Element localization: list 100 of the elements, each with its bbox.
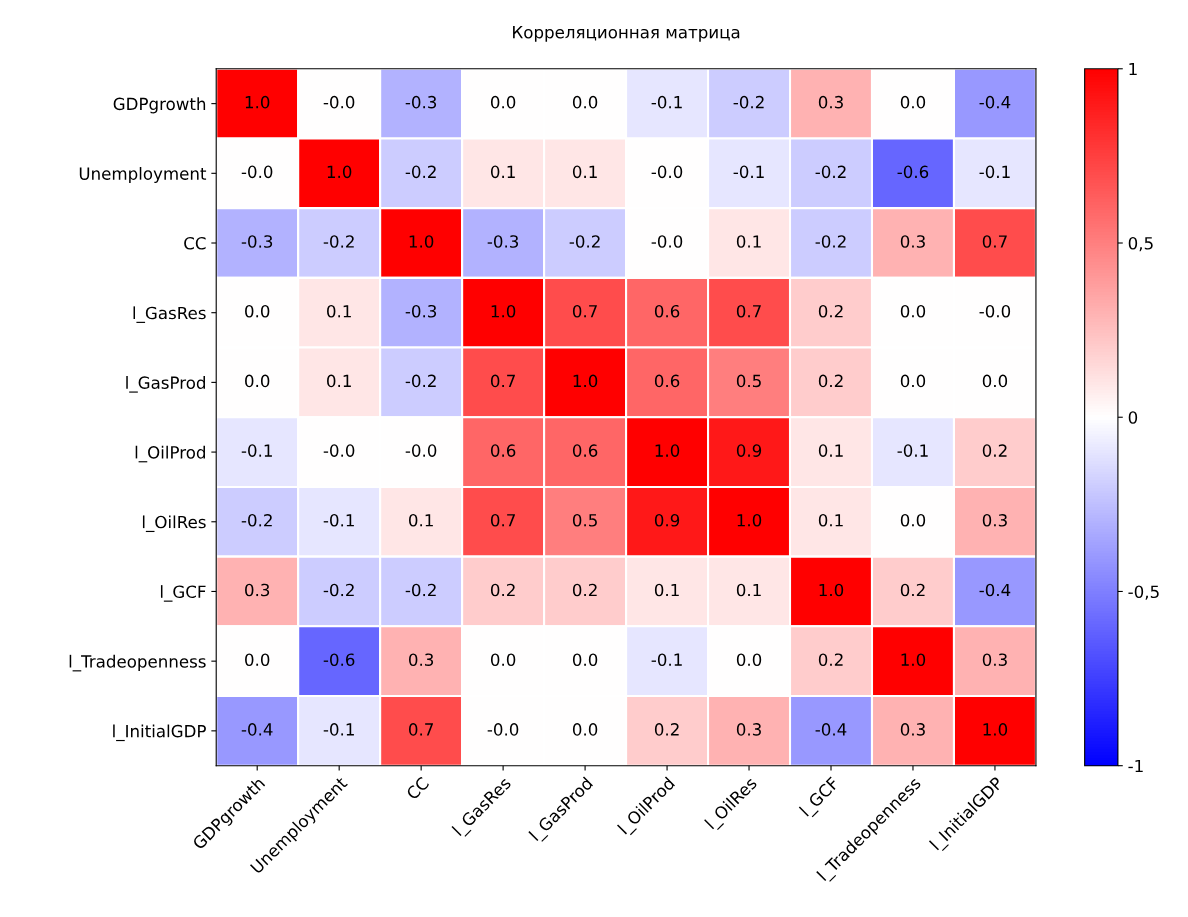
x-tick-label: CC — [405, 776, 430, 801]
data-label: -0.2 — [733, 95, 764, 109]
data-label: -0.0 — [651, 235, 683, 248]
data-label: 0.2 — [982, 444, 1007, 457]
data-label: 0.7 — [408, 723, 433, 736]
data-label: 0.2 — [654, 723, 679, 736]
data-label: 0.0 — [900, 374, 926, 388]
data-label: -0.6 — [897, 165, 929, 179]
data-label: 0.0 — [900, 95, 926, 109]
data-label: 1.0 — [409, 235, 434, 248]
data-label: 1.0 — [573, 374, 598, 388]
data-label: 0.2 — [818, 304, 843, 318]
data-label: -0.1 — [323, 514, 354, 527]
y-tick-label: l_GasRes — [133, 306, 206, 323]
data-label: 0.0 — [736, 653, 762, 666]
data-label: 0.7 — [982, 235, 1007, 248]
y-tick-label: Unemployment — [79, 166, 207, 184]
data-label: 0.1 — [327, 374, 351, 388]
data-label: -0.4 — [979, 583, 1011, 597]
data-label: 0.0 — [900, 304, 926, 318]
data-label: 0.0 — [572, 653, 598, 666]
data-label: -0.2 — [323, 583, 354, 597]
data-label: -0.2 — [405, 165, 436, 179]
data-label: 0.1 — [327, 304, 351, 318]
data-label: 0.3 — [900, 723, 925, 736]
y-tick-label: GDPgrowth — [113, 97, 206, 114]
data-label: 0.3 — [818, 95, 843, 109]
data-label: 0.5 — [572, 514, 597, 527]
data-label: 0.6 — [490, 444, 516, 457]
data-label: 1.0 — [327, 165, 352, 179]
data-label: 0.1 — [736, 583, 761, 597]
data-label: -0.3 — [405, 304, 437, 318]
data-label: -0.6 — [323, 653, 355, 666]
data-label: -0.0 — [487, 723, 519, 736]
data-label: -0.1 — [897, 444, 928, 457]
data-label: 0.3 — [982, 514, 1007, 527]
data-label: -0.1 — [323, 723, 354, 736]
data-label: 0.6 — [654, 374, 680, 388]
data-label: 0.3 — [900, 235, 925, 248]
data-label: 0.0 — [572, 95, 598, 109]
data-label: 1.0 — [901, 653, 926, 666]
data-label: 0.1 — [572, 165, 597, 179]
data-label: -0.2 — [323, 235, 354, 248]
data-label: -0.0 — [405, 444, 437, 457]
data-label: 0.0 — [572, 723, 598, 736]
data-label: -0.0 — [323, 95, 355, 109]
data-label: -0.0 — [241, 165, 273, 179]
y-tick-label: l_OilProd — [135, 445, 205, 463]
data-label: 0.1 — [818, 514, 843, 527]
data-label: -0.4 — [241, 723, 273, 736]
data-label: 0.6 — [572, 444, 598, 457]
y-tick-label: l_InitialGDP — [113, 724, 206, 742]
data-label: 0.3 — [736, 723, 761, 736]
data-label: -0.4 — [979, 95, 1011, 109]
data-label: 0.0 — [245, 653, 270, 666]
data-label: -0.0 — [651, 165, 683, 179]
data-label: -0.2 — [815, 235, 846, 248]
data-label: 0.7 — [572, 304, 597, 318]
data-label: -0.1 — [733, 165, 764, 179]
data-label: 0.1 — [490, 165, 515, 179]
data-label: 1.0 — [245, 95, 270, 109]
data-label: -0.1 — [979, 165, 1010, 179]
data-label: -0.4 — [815, 723, 847, 736]
color-bar-label: 0,5 — [1128, 236, 1153, 252]
data-label: 0.0 — [900, 514, 926, 527]
data-label: 0.9 — [654, 514, 680, 527]
color-bar-label: -1 — [1128, 759, 1143, 773]
data-label: 0.0 — [490, 95, 516, 109]
y-tick-label: CC — [184, 236, 206, 250]
data-label: 0.5 — [736, 374, 761, 388]
data-label: 0.1 — [408, 514, 433, 527]
data-label: 1.0 — [655, 444, 680, 457]
data-label: 1.0 — [819, 583, 844, 597]
data-label: -0.2 — [815, 165, 846, 179]
data-label: 0.2 — [900, 583, 925, 597]
chart-title: Корреляционная матрица — [513, 26, 740, 42]
data-label: 0.7 — [490, 514, 515, 527]
data-label: 1.0 — [983, 723, 1008, 736]
data-label: 0.0 — [982, 374, 1008, 388]
data-label: 0.2 — [490, 583, 515, 597]
data-label: 0.0 — [490, 653, 516, 666]
data-label: 0.1 — [654, 583, 679, 597]
data-label: -0.1 — [651, 95, 682, 109]
color-bar-label: 1 — [1129, 62, 1137, 76]
data-label: -0.1 — [241, 444, 272, 457]
data-label: 0.7 — [490, 374, 515, 388]
color-bar-label: -0,5 — [1128, 585, 1159, 600]
data-label: 0.9 — [736, 444, 762, 457]
data-label: 0.0 — [245, 374, 270, 388]
data-label: -0.0 — [323, 444, 355, 457]
data-label: 0.2 — [572, 583, 597, 597]
data-label: 0.7 — [736, 304, 761, 318]
data-label: -0.2 — [569, 235, 600, 248]
data-label: 0.1 — [736, 235, 761, 248]
data-label: 0.3 — [408, 653, 434, 666]
data-label: -0.2 — [405, 583, 436, 597]
data-label: -0.0 — [979, 304, 1011, 318]
data-label: -0.2 — [405, 374, 436, 388]
y-tick-label: l_GasProd — [126, 376, 205, 393]
data-label: -0.3 — [241, 235, 273, 248]
